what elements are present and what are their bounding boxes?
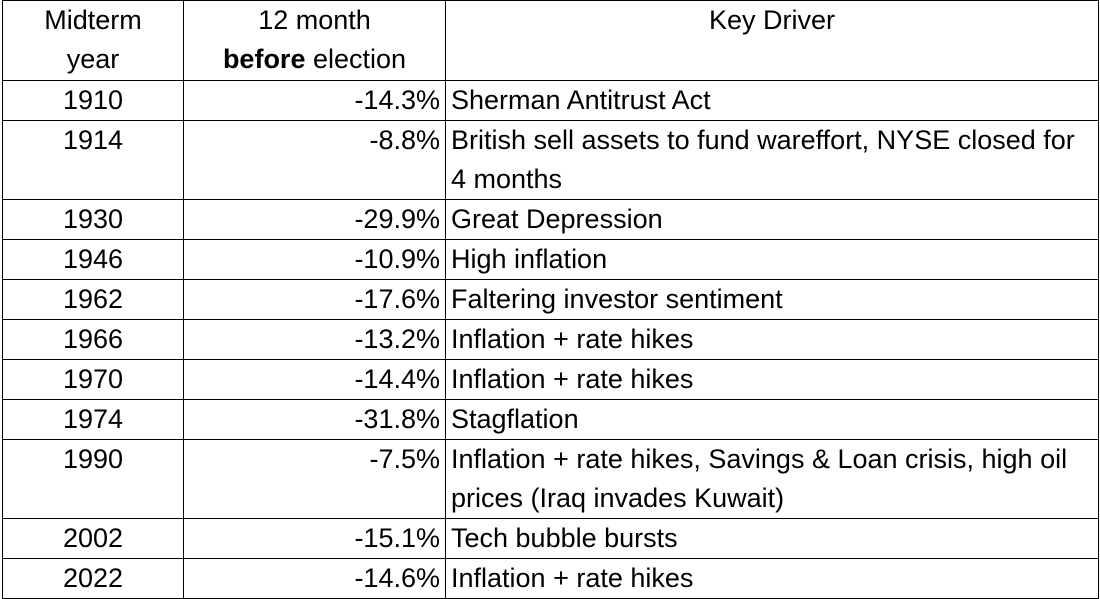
year-cell: 1970 (2, 359, 184, 400)
driver-cell: Tech bubble bursts (445, 518, 1099, 559)
change-cell: -31.8% (183, 399, 446, 440)
change-cell: -13.2% (183, 319, 446, 360)
table-row: 1962 -17.6% Faltering investor sentiment (2, 279, 1099, 320)
driver-cell: Inflation + rate hikes (445, 558, 1099, 599)
header-row: Midterm year 12 month before election Ke… (2, 0, 1099, 81)
driver-cell: British sell assets to fund wareffort, N… (445, 120, 1099, 200)
table-row: 1914 -8.8% British sell assets to fund war… (2, 120, 1099, 200)
driver-cell: Sherman Antitrust Act (445, 80, 1099, 121)
year-cell: 1946 (2, 239, 184, 280)
change-cell: -15.1% (183, 518, 446, 559)
driver-cell: Inflation + rate hikes (445, 319, 1099, 360)
header-cell: Midterm year (2, 0, 184, 81)
change-cell: -14.6% (183, 558, 446, 599)
change-cell: -17.6% (183, 279, 446, 320)
header-text: election (312, 44, 407, 74)
header-text: Midterm (44, 5, 142, 35)
driver-cell: Inflation + rate hikes, Savings & Loan c… (445, 439, 1099, 519)
year-cell: 1962 (2, 279, 184, 320)
table-row: 2002 -15.1% Tech bubble bursts (2, 518, 1099, 559)
header-text: year (66, 44, 120, 74)
driver-cell: Stagflation (445, 399, 1099, 440)
year-cell: 1914 (2, 120, 184, 200)
table-row: 1930 -29.9% Great Depression (2, 199, 1099, 240)
year-cell: 1910 (2, 80, 184, 121)
change-cell: -14.4% (183, 359, 446, 400)
year-cell: 1930 (2, 199, 184, 240)
year-cell: 2002 (2, 518, 184, 559)
year-cell: 1966 (2, 319, 184, 360)
header-cell: Key Driver (445, 0, 1099, 81)
driver-cell: Faltering investor sentiment (445, 279, 1099, 320)
change-cell: -14.3% (183, 80, 446, 121)
driver-cell: Great Depression (445, 199, 1099, 240)
table-row: 1946 -10.9% High inflation (2, 239, 1099, 280)
header-text: 12 month (258, 5, 371, 35)
change-cell: -7.5% (183, 439, 446, 519)
table-row: 1966 -13.2% Inflation + rate hikes (2, 319, 1099, 360)
year-cell: 2022 (2, 558, 184, 599)
driver-cell: High inflation (445, 239, 1099, 280)
year-cell: 1990 (2, 439, 184, 519)
table-row: 2022 -14.6% Inflation + rate hikes (2, 558, 1099, 599)
change-cell: -8.8% (183, 120, 446, 200)
change-cell: -10.9% (183, 239, 446, 280)
table-row: 1990 -7.5% Inflation + rate hikes, Savings… (2, 439, 1099, 519)
header-bold: before (222, 44, 306, 74)
year-cell: 1974 (2, 399, 184, 440)
driver-cell: Inflation + rate hikes (445, 359, 1099, 400)
table-row: 1910 -14.3% Sherman Antitrust Act (2, 80, 1099, 121)
header-text: Key Driver (708, 5, 836, 35)
header-cell: 12 month before election (183, 0, 446, 81)
table-row: 1974 -31.8% Stagflation (2, 399, 1099, 440)
change-cell: -29.9% (183, 199, 446, 240)
table-row: 1970 -14.4% Inflation + rate hikes (2, 359, 1099, 400)
